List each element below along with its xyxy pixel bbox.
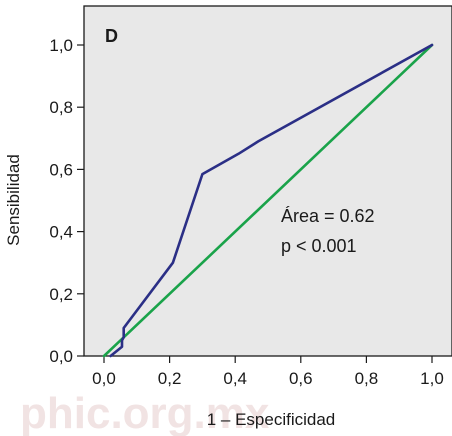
y-tick-label: 0,4 xyxy=(49,223,73,242)
panel-letter: D xyxy=(105,26,118,46)
x-tick-label: 0,6 xyxy=(289,369,313,388)
reference-diagonal-line xyxy=(102,43,434,358)
x-tick-label: 0,8 xyxy=(355,369,379,388)
y-axis: 0,0 0,2 0,4 0,6 0,8 1,0 xyxy=(49,36,84,366)
x-axis: 0,0 0,2 0,4 0,6 0,8 1,0 xyxy=(92,356,444,388)
y-axis-title: Sensibilidad xyxy=(4,154,23,246)
area-annotation: Área = 0.62 xyxy=(281,206,375,226)
plot-area xyxy=(83,5,452,357)
watermark-text: phic.org.mx xyxy=(20,389,270,436)
x-tick-label: 0,2 xyxy=(158,369,182,388)
y-tick-label: 1,0 xyxy=(49,36,73,55)
x-tick-label: 1,0 xyxy=(420,369,444,388)
roc-curve-line xyxy=(109,43,434,358)
x-tick-label: 0,0 xyxy=(92,369,116,388)
series-layer xyxy=(102,43,434,358)
y-tick-label: 0,2 xyxy=(49,285,73,304)
y-tick-label: 0,0 xyxy=(49,347,73,366)
p-value-annotation: p < 0.001 xyxy=(281,236,357,256)
y-tick-label: 0,6 xyxy=(49,160,73,179)
x-axis-title: 1 – Especificidad xyxy=(207,410,336,429)
x-tick-label: 0,4 xyxy=(223,369,247,388)
y-tick-label: 0,8 xyxy=(49,98,73,117)
